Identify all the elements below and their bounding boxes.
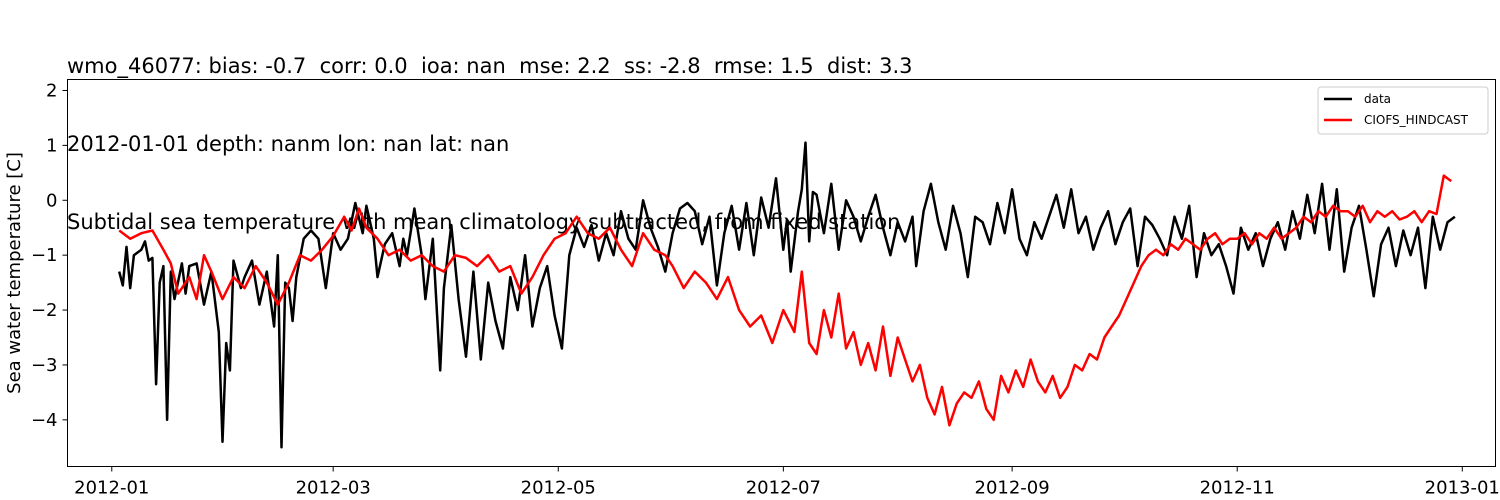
series-layer [117, 141, 1456, 449]
y-tick-label: 2 [46, 80, 57, 101]
x-tick-label: 2012-07 [746, 478, 821, 499]
y-tick-label: −3 [31, 355, 58, 376]
legend-label-data: data [1364, 92, 1391, 106]
series-line-ciofs-hindcast [118, 174, 1452, 427]
x-tick-label: 2012-03 [296, 478, 371, 499]
series-line-data [117, 141, 1456, 449]
y-tick-label: 0 [46, 190, 57, 211]
x-tick-label: 2012-01 [74, 478, 149, 499]
y-tick-label: 1 [46, 135, 57, 156]
y-tick-label: −2 [31, 300, 58, 321]
title-stats: wmo_46077: bias: -0.7 corr: 0.0 ioa: nan… [67, 54, 913, 78]
plot-frame [67, 79, 1496, 467]
x-tick-label: 2013-01 [1425, 478, 1500, 499]
legend-label-ciofs-hindcast: CIOFS_HINDCAST [1364, 113, 1469, 127]
y-axis: −4 −3 −2 −1 0 1 2 [31, 80, 68, 431]
y-tick-label: −4 [31, 410, 58, 431]
x-tick-label: 2012-11 [1200, 478, 1275, 499]
legend-box [1317, 86, 1489, 135]
x-tick-label: 2012-05 [521, 478, 596, 499]
y-axis-label: Sea water temperature [C] [4, 152, 25, 394]
y-tick-label: −1 [31, 245, 58, 266]
x-axis: 2012-01 2012-03 2012-05 2012-07 2012-09 2012-… [74, 466, 1500, 499]
title-location: 2012-01-01 depth: nanm lon: nan lat: nan [67, 132, 510, 156]
legend: data CIOFS_HINDCAST [1317, 86, 1489, 135]
x-tick-label: 2012-09 [975, 478, 1050, 499]
